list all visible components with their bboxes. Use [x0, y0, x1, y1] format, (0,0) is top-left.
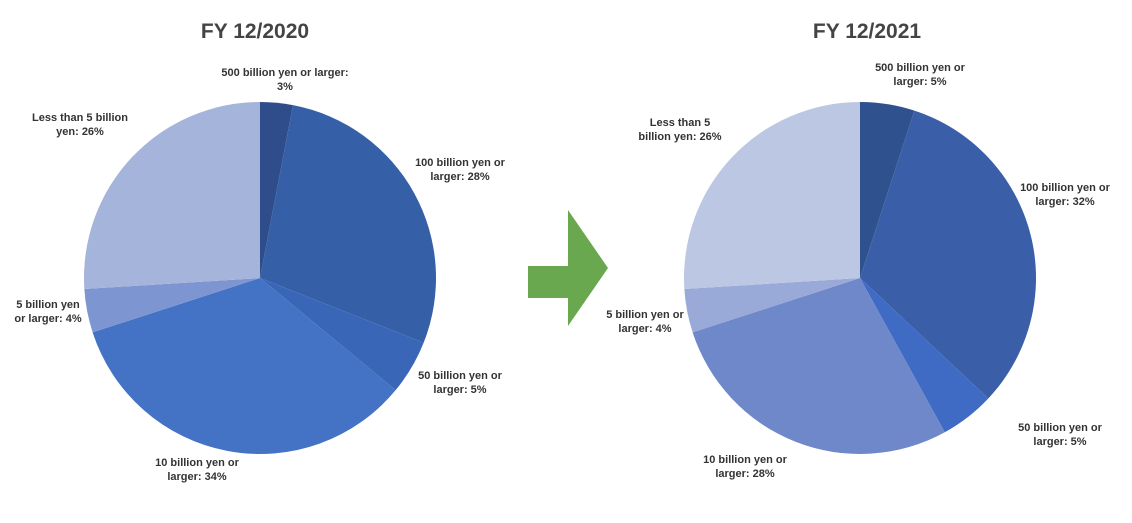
data-label: 10 billion yen or larger: 34% — [155, 457, 239, 483]
data-label: 100 billion yen or larger: 32% — [1020, 182, 1110, 208]
data-label: Less than 5 billion yen: 26% — [638, 117, 722, 143]
data-label: 500 billion yen or larger: 5% — [875, 62, 965, 88]
data-label: 5 billion yen or larger: 4% — [606, 309, 684, 335]
pie-slice — [860, 102, 915, 278]
pie-slice — [84, 278, 261, 333]
pie-slice — [260, 102, 293, 278]
data-label: 100 billion yen or larger: 28% — [415, 157, 505, 183]
data-label: 500 billion yen or larger: 3% — [221, 67, 349, 93]
pie-slice — [860, 110, 1036, 399]
pie-slice — [260, 105, 436, 343]
data-label: 50 billion yen or larger: 5% — [418, 370, 502, 396]
chart-title: FY 12/2021 — [812, 20, 922, 43]
data-label: 10 billion yen or larger: 28% — [703, 454, 787, 480]
pie-slice — [92, 278, 396, 455]
pie-slice — [684, 278, 860, 333]
chart-title: FY 12/2020 — [200, 20, 310, 43]
data-label: 50 billion yen or larger: 5% — [1018, 422, 1102, 448]
pie-slice — [860, 278, 989, 433]
data-label: 5 billion yen or larger: 4% — [14, 299, 82, 325]
pie-slice — [684, 102, 860, 290]
data-label: Less than 5 billion yen: 26% — [32, 112, 128, 138]
arrow — [528, 210, 608, 326]
pie-slice — [260, 278, 424, 391]
pie-slice — [692, 278, 945, 454]
pie-slice — [84, 102, 261, 290]
